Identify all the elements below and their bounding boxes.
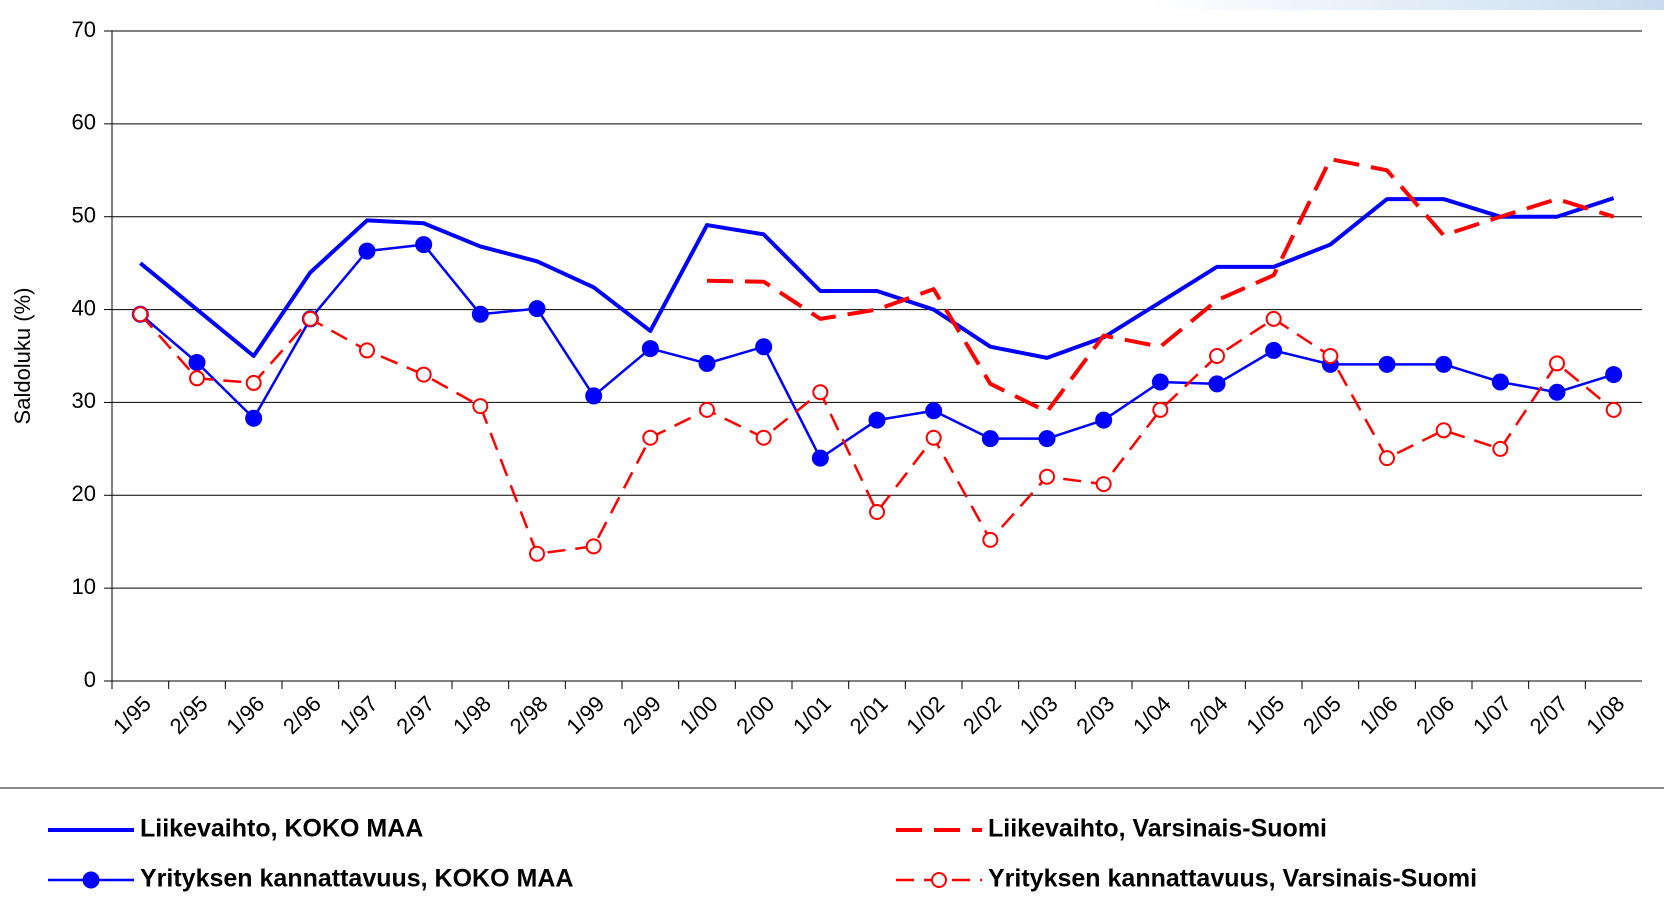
point bbox=[1605, 366, 1623, 384]
point bbox=[1435, 422, 1452, 439]
point bbox=[1265, 310, 1282, 327]
point bbox=[528, 300, 546, 318]
x-tick-label: 1/04 bbox=[1128, 691, 1176, 739]
point bbox=[642, 429, 659, 446]
y-axis-label: Saldoluku (%) bbox=[10, 288, 35, 425]
point bbox=[699, 401, 715, 418]
series-line bbox=[706, 157, 1615, 414]
point bbox=[1548, 383, 1566, 401]
point bbox=[132, 306, 149, 323]
point bbox=[925, 429, 942, 446]
x-tick-label: 1/08 bbox=[1581, 691, 1629, 739]
y-tick-label: 40 bbox=[72, 295, 96, 320]
x-tick-label: 1/07 bbox=[1468, 691, 1516, 739]
point bbox=[1435, 355, 1453, 373]
point bbox=[1039, 468, 1055, 485]
point bbox=[585, 538, 602, 555]
x-tick-label: 2/00 bbox=[731, 691, 779, 739]
point bbox=[245, 409, 263, 427]
point bbox=[812, 384, 829, 401]
point bbox=[1379, 450, 1395, 467]
point bbox=[472, 398, 489, 415]
point bbox=[1151, 373, 1169, 391]
point bbox=[1549, 355, 1565, 372]
y-tick-label: 60 bbox=[72, 110, 96, 135]
legend-label: Yrityksen kannattavuus, KOKO MAA bbox=[140, 865, 573, 893]
point bbox=[755, 338, 773, 356]
legend-label: Yrityksen kannattavuus, Varsinais-Suomi bbox=[988, 865, 1477, 893]
decoration bbox=[1150, 0, 1664, 10]
point bbox=[982, 531, 999, 548]
x-tick-label: 2/06 bbox=[1411, 691, 1459, 739]
x-tick-label: 1/95 bbox=[108, 691, 156, 739]
point bbox=[641, 340, 659, 358]
x-tick-label: 1/01 bbox=[788, 691, 836, 739]
point bbox=[585, 387, 603, 405]
x-tick-label: 2/02 bbox=[958, 691, 1006, 739]
y-tick-label: 70 bbox=[72, 17, 96, 42]
point bbox=[359, 342, 375, 359]
point bbox=[1322, 348, 1339, 364]
point bbox=[925, 402, 943, 420]
legend-label: Liikevaihto, Varsinais-Suomi bbox=[988, 815, 1327, 843]
x-tick-label: 1/96 bbox=[221, 691, 269, 739]
point bbox=[471, 305, 489, 323]
x-tick-label: 2/98 bbox=[505, 691, 553, 739]
point bbox=[1209, 348, 1225, 364]
point bbox=[755, 429, 772, 446]
point bbox=[811, 449, 829, 467]
series-line bbox=[139, 313, 1615, 556]
x-tick-label: 2/96 bbox=[278, 691, 326, 739]
point bbox=[415, 366, 432, 383]
point bbox=[529, 545, 545, 562]
point bbox=[189, 370, 205, 387]
x-tick-label: 2/05 bbox=[1298, 691, 1346, 739]
x-tick-label: 2/99 bbox=[618, 691, 666, 739]
y-tick-label: 10 bbox=[72, 574, 96, 599]
point bbox=[1095, 476, 1112, 493]
point bbox=[869, 504, 885, 520]
x-tick-label: 2/07 bbox=[1525, 691, 1573, 739]
x-tick-label: 1/02 bbox=[901, 691, 949, 739]
y-tick-label: 20 bbox=[72, 481, 96, 506]
x-tick-label: 1/00 bbox=[675, 691, 723, 739]
x-tick-label: 1/03 bbox=[1015, 691, 1063, 739]
x-tick-label: 1/06 bbox=[1355, 691, 1403, 739]
y-tick-label: 0 bbox=[84, 667, 96, 692]
x-tick-label: 2/03 bbox=[1071, 691, 1119, 739]
point bbox=[1492, 440, 1509, 457]
point bbox=[1208, 375, 1226, 393]
point bbox=[1378, 355, 1396, 373]
x-tick-label: 1/98 bbox=[448, 691, 496, 739]
point bbox=[302, 310, 319, 327]
x-tick-label: 2/04 bbox=[1185, 691, 1233, 739]
x-tick-label: 1/97 bbox=[335, 691, 383, 739]
point bbox=[698, 354, 716, 372]
point bbox=[245, 374, 262, 391]
point bbox=[981, 430, 999, 448]
point bbox=[358, 242, 376, 260]
point bbox=[82, 871, 100, 889]
x-tick-label: 1/05 bbox=[1241, 691, 1289, 739]
point bbox=[188, 354, 206, 371]
point bbox=[1038, 430, 1056, 448]
point bbox=[868, 411, 886, 429]
point bbox=[415, 236, 433, 254]
x-tick-label: 2/01 bbox=[845, 691, 893, 739]
y-tick-label: 30 bbox=[72, 388, 96, 413]
point bbox=[1152, 401, 1169, 418]
x-tick-label: 2/97 bbox=[391, 691, 439, 739]
x-tick-label: 1/99 bbox=[561, 691, 609, 739]
point bbox=[1491, 373, 1509, 391]
x-tick-label: 2/95 bbox=[165, 691, 213, 739]
y-tick-label: 50 bbox=[72, 203, 96, 228]
point bbox=[1265, 341, 1283, 359]
legend-label: Liikevaihto, KOKO MAA bbox=[140, 815, 423, 843]
point bbox=[1605, 401, 1622, 418]
point bbox=[931, 872, 947, 888]
series-line bbox=[139, 196, 1615, 360]
point bbox=[1095, 411, 1113, 429]
